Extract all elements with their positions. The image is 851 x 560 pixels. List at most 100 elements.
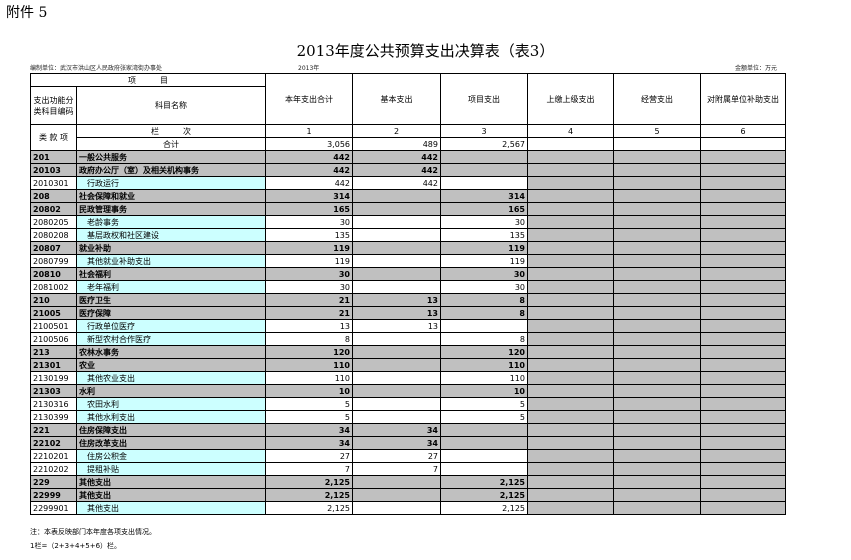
table-title: 2013年度公共预算支出决算表（表3） [296,42,555,60]
cell [527,384,614,398]
cell: 5 [265,397,353,411]
cell: 2,125 [440,488,528,502]
table-row: 201 一般公共服务 442 442 [30,150,786,164]
cell: 22102 [30,436,77,450]
cell: 其他支出 [76,501,266,515]
cell [527,462,614,476]
cell [527,163,614,177]
cell: 13 [352,306,441,320]
cell: 2,125 [265,475,353,489]
note: 1栏=（2+3+4+5+6）栏。 [30,542,122,550]
cell: 2210202 [30,462,77,476]
cell: 30 [265,280,353,294]
table-row: 21301 农业 110 110 [30,358,786,372]
cell: 其他农业支出 [76,371,266,385]
cell: 21 [265,293,353,307]
cell: 8 [440,293,528,307]
cell [527,319,614,333]
cell: 30 [440,215,528,229]
cell [352,358,441,372]
table-row: 2130199 其他农业支出 110 110 [30,371,786,385]
cell [700,358,786,372]
cell: 2081002 [30,280,77,294]
cell [613,189,701,203]
cell [440,150,528,164]
cell [352,267,441,281]
table-row: 2080208 基层政权和社区建设 135 135 [30,228,786,242]
cell [527,332,614,346]
cell [613,267,701,281]
cell: 行政运行 [76,176,266,190]
cell: 2210201 [30,449,77,463]
cell [613,501,701,515]
cell: 老龄事务 [76,215,266,229]
cell [700,267,786,281]
cell: 314 [440,189,528,203]
cell [613,228,701,242]
cell [700,488,786,502]
table-row: 213 农林水事务 120 120 [30,345,786,359]
cell [700,371,786,385]
cell [352,488,441,502]
cell: 项目支出 [440,73,528,125]
cell: 2299901 [30,501,77,515]
cell [527,410,614,424]
cell: 社会保障和就业 [76,189,266,203]
cell [527,397,614,411]
cell: 7 [265,462,353,476]
cell [700,332,786,346]
cell: 21303 [30,384,77,398]
cell: 120 [265,345,353,359]
cell [700,176,786,190]
cell [440,163,528,177]
cell: 119 [265,254,353,268]
cell: 30 [265,215,353,229]
cell [613,397,701,411]
cell: 314 [265,189,353,203]
cell: 2100506 [30,332,77,346]
cell: 110 [265,358,353,372]
table-row: 2080799 其他就业补助支出 119 119 [30,254,786,268]
cell [700,345,786,359]
cell: 2130399 [30,410,77,424]
cell [527,358,614,372]
cell: 201 [30,150,77,164]
cell [613,462,701,476]
cell: 基本支出 [352,73,441,125]
cell: 2080208 [30,228,77,242]
cell: 民政管理事务 [76,202,266,216]
cell [527,501,614,515]
cell: 2010301 [30,176,77,190]
cell [700,462,786,476]
cell: 27 [352,449,441,463]
cell: 21 [265,306,353,320]
cell: 5 [613,124,701,138]
cell: 2130199 [30,371,77,385]
cell [440,176,528,190]
cell [613,332,701,346]
cell: 210 [30,293,77,307]
cell [613,241,701,255]
cell: 1 [265,124,353,138]
cell [527,345,614,359]
cell: 农田水利 [76,397,266,411]
cell: 213 [30,345,77,359]
table-row: 2081002 老年福利 30 30 [30,280,786,294]
currency: 金额单位：万元 [735,65,778,72]
cell [352,202,441,216]
cell: 5 [440,410,528,424]
cell [700,189,786,203]
cell [527,254,614,268]
cell [700,501,786,515]
cell [352,254,441,268]
cell: 442 [265,176,353,190]
table-row: 支出功能分类科目编码 科目名称 [30,86,786,125]
cell [527,137,614,151]
cell [700,410,786,424]
cell: 30 [440,280,528,294]
year: 2013年 [298,65,320,72]
cell [613,449,701,463]
table-row: 208 社会保障和就业 314 314 [30,189,786,203]
note: 注：本表反映部门本年度各项支出情况。 [30,528,156,536]
